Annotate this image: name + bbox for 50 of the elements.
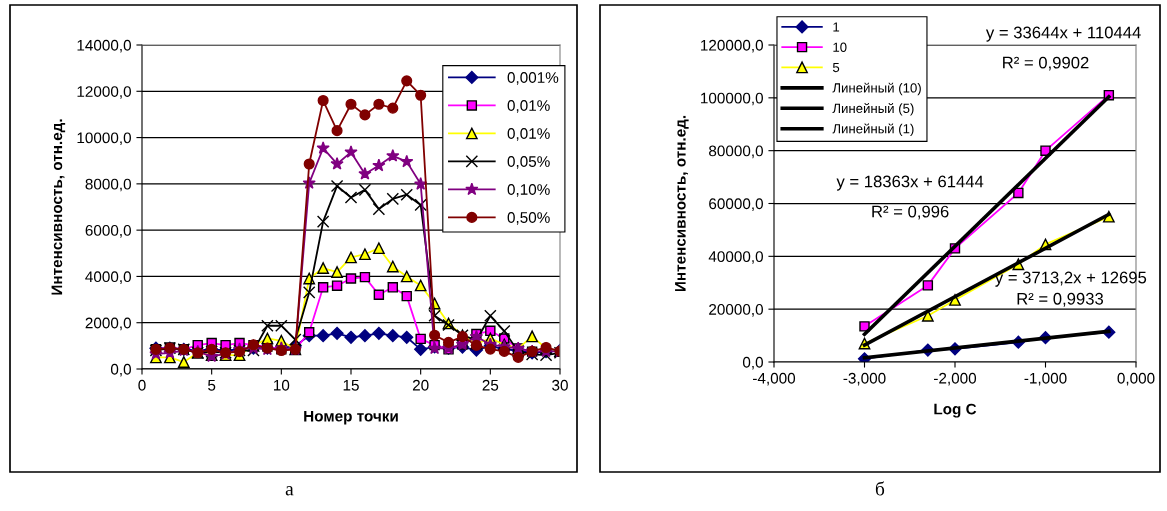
y-tick-label: 4000,0	[85, 271, 131, 284]
x-tick-label: -2,000	[934, 372, 977, 386]
x-axis-title: Номер точки	[304, 410, 398, 425]
y-tick-label: 8000,0	[85, 178, 131, 192]
text: y = 33644x + 110444	[985, 26, 1141, 42]
x-tick-label: -4,000	[753, 372, 796, 386]
legend-label: Линейный (1)	[832, 123, 914, 137]
y-tick-label: 10000,0	[77, 132, 131, 146]
x-tick-label: -1,000	[1024, 372, 1067, 386]
y-tick-label: 60000,0	[709, 198, 763, 211]
legend-label: Линейный (10)	[832, 82, 921, 96]
legend-label: 1	[833, 22, 840, 32]
y-tick-label: 2000,0	[85, 317, 131, 331]
y-tick-label: 40000,0	[708, 251, 763, 264]
x-tick-label: 5	[208, 379, 216, 391]
legend-label: 5	[832, 62, 840, 73]
text: б	[875, 481, 885, 496]
x-tick-label: 0	[138, 379, 146, 391]
y-tick-label: 20000,0	[709, 304, 763, 317]
x-tick-label: -3,000	[843, 372, 886, 386]
x-axis-title: Log C	[934, 403, 977, 418]
legend-label: 0,01%	[507, 100, 550, 113]
x-tick-label: 20	[412, 379, 429, 391]
annotation: R² = 0,9933	[1017, 292, 1104, 307]
x-tick-label: 15	[343, 379, 359, 391]
legend-label: 0,10%	[507, 184, 550, 197]
y-tick-label: 12000,0	[77, 86, 131, 99]
annotation: R² = 0,996	[872, 205, 949, 220]
y-tick-label: 0,0	[742, 356, 763, 370]
y-tick-label: 14000,0	[77, 39, 131, 53]
annotation: R² = 0,9902	[1003, 56, 1089, 71]
y-tick-label: 80000,0	[709, 145, 763, 159]
y-tick-label: 6000,0	[85, 225, 131, 238]
x-tick-label: 10	[274, 379, 290, 391]
legend-label: 0,05%	[507, 156, 550, 169]
y-axis-title: Интенсивность, отн.ед.	[51, 119, 66, 295]
y-tick-label: 100000,0	[701, 92, 763, 106]
legend-label: Линейный (5)	[832, 103, 914, 116]
y-tick-label: 120000,0	[701, 39, 763, 53]
x-tick-label: 0,000	[1117, 372, 1155, 386]
legend-label: 10	[833, 42, 847, 52]
legend-label: 0,50%	[507, 212, 550, 225]
x-tick-label: 25	[482, 379, 499, 391]
legend-label: 0,01%	[507, 128, 550, 141]
text: а	[285, 486, 294, 496]
annotation: y = 18363x + 61444	[836, 175, 984, 191]
legend-label: 0,001%	[507, 72, 559, 85]
y-tick-label: 0,0	[110, 363, 131, 377]
x-tick-label: 30	[552, 379, 568, 391]
y-axis-title: Интенсивность, отн.ед.	[675, 115, 689, 292]
